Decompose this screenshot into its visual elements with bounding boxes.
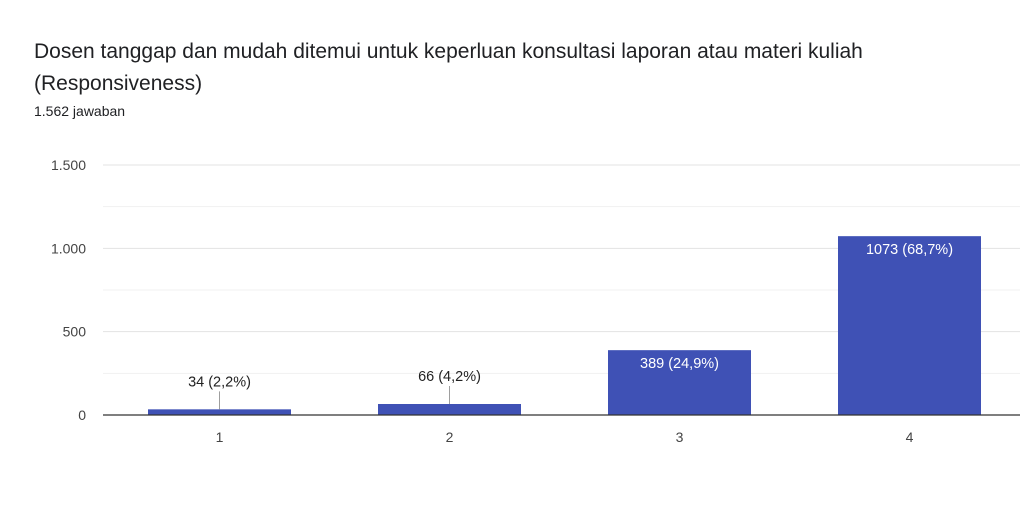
response-count: 1.562 jawaban <box>34 103 126 119</box>
x-tick-label: 3 <box>676 429 684 445</box>
y-tick-label: 0 <box>78 407 86 423</box>
bar-3 <box>608 350 751 415</box>
x-tick-label: 4 <box>906 429 914 445</box>
x-tick-label: 1 <box>216 429 224 445</box>
y-tick-label: 1.000 <box>51 240 86 256</box>
data-label: 34 (2,2%) <box>188 374 251 390</box>
bar-2 <box>378 404 521 415</box>
data-label: 66 (4,2%) <box>418 369 481 385</box>
data-label: 1073 (68,7%) <box>866 242 953 258</box>
bar-1 <box>148 409 291 415</box>
bar-4 <box>838 236 981 415</box>
question-title: Dosen tanggap dan mudah ditemui untuk ke… <box>34 40 863 95</box>
x-tick-label: 2 <box>446 429 454 445</box>
data-label: 389 (24,9%) <box>640 356 719 372</box>
y-tick-label: 500 <box>63 324 87 340</box>
y-tick-label: 1.500 <box>51 157 86 173</box>
